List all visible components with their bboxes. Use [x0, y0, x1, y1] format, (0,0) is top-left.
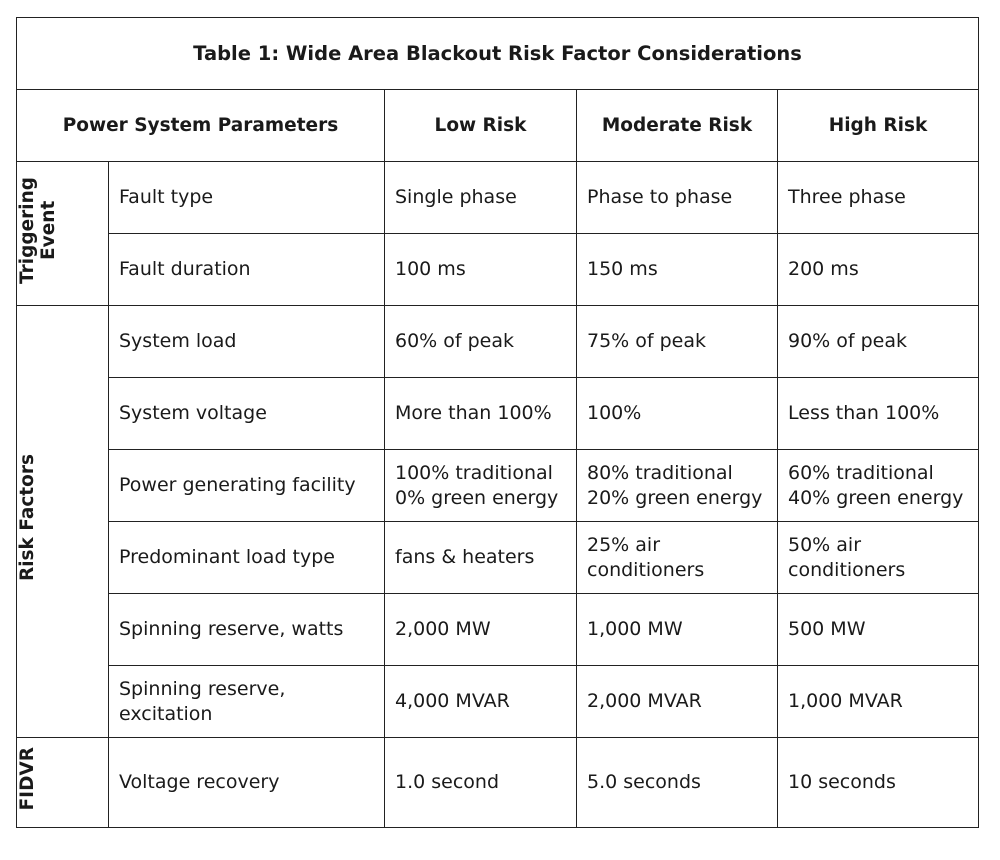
parameter-cell: Voltage recovery [108, 737, 385, 828]
group-label-risk-factors: Risk Factors [17, 454, 38, 582]
table-title: Table 1: Wide Area Blackout Risk Factor … [15, 17, 980, 90]
high-risk-cell: 10 seconds [776, 737, 980, 828]
low-risk-cell: 4,000 MVAR [384, 665, 577, 738]
low-risk-cell: Single phase [384, 161, 577, 234]
group-label-triggering-event: Triggering Event [17, 176, 59, 284]
high-risk-cell: Less than 100% [776, 377, 980, 450]
moderate-risk-cell: 25% air conditioners [576, 521, 778, 594]
moderate-risk-cell: 2,000 MVAR [576, 665, 778, 738]
low-risk-cell: fans & heaters [384, 521, 577, 594]
low-risk-cell: 2,000 MW [384, 593, 577, 666]
table-row: Spinning reserve, excitation 4,000 MVAR … [17, 665, 980, 738]
low-risk-cell: More than 100% [384, 377, 577, 450]
high-risk-cell: Three phase [776, 161, 980, 234]
table-row: Spinning reserve, watts 2,000 MW 1,000 M… [17, 593, 980, 666]
moderate-risk-cell: 1,000 MW [576, 593, 778, 666]
parameter-cell: Fault duration [108, 233, 385, 306]
low-risk-cell: 100% traditional 0% green energy [384, 449, 577, 522]
parameter-cell: Power generating facility [108, 449, 385, 522]
table-row: Fault duration 100 ms 150 ms 200 ms [17, 233, 980, 306]
group-label-cell: FIDVR [16, 737, 109, 828]
header-low-risk: Low Risk [384, 89, 577, 162]
header-moderate-risk: Moderate Risk [576, 89, 778, 162]
parameter-cell: Predominant load type [108, 521, 385, 594]
moderate-risk-cell: 5.0 seconds [576, 737, 778, 828]
table-row: Predominant load type fans & heaters 25%… [17, 521, 980, 594]
high-risk-cell: 60% traditional 40% green energy [776, 449, 980, 522]
parameter-cell: Spinning reserve, excitation [108, 665, 385, 738]
moderate-risk-cell: 100% [576, 377, 778, 450]
high-risk-cell: 50% air conditioners [776, 521, 980, 594]
table-row: Risk Factors System load 60% of peak 75%… [16, 305, 980, 738]
group-label-fidvr: FIDVR [17, 747, 38, 811]
high-risk-cell: 90% of peak [776, 305, 980, 378]
low-risk-cell: 100 ms [384, 233, 577, 306]
low-risk-cell: 60% of peak [384, 305, 577, 378]
moderate-risk-cell: Phase to phase [576, 161, 778, 234]
moderate-risk-cell: 150 ms [576, 233, 778, 306]
group-label-cell: Risk Factors [16, 305, 109, 738]
parameter-cell: Spinning reserve, watts [108, 593, 385, 666]
low-risk-cell: 1.0 second [384, 737, 577, 828]
high-risk-cell: 200 ms [776, 233, 980, 306]
table-row: System voltage More than 100% 100% Less … [17, 377, 980, 450]
table-row: Triggering Event Fault type Single phase… [16, 161, 980, 306]
moderate-risk-cell: 80% traditional 20% green energy [576, 449, 778, 522]
header-parameters: Power System Parameters [16, 89, 385, 162]
parameter-cell: System load [108, 305, 385, 378]
header-high-risk: High Risk [776, 89, 980, 162]
parameter-cell: System voltage [108, 377, 385, 450]
table-row: FIDVR Voltage recovery 1.0 second 5.0 se… [16, 737, 980, 828]
risk-factor-table: Table 1: Wide Area Blackout Risk Factor … [15, 17, 980, 828]
table-row: Power generating facility 100% tradition… [17, 449, 980, 522]
high-risk-cell: 500 MW [776, 593, 980, 666]
high-risk-cell: 1,000 MVAR [776, 665, 980, 738]
moderate-risk-cell: 75% of peak [576, 305, 778, 378]
group-label-cell: Triggering Event [16, 161, 109, 306]
parameter-cell: Fault type [108, 161, 385, 234]
